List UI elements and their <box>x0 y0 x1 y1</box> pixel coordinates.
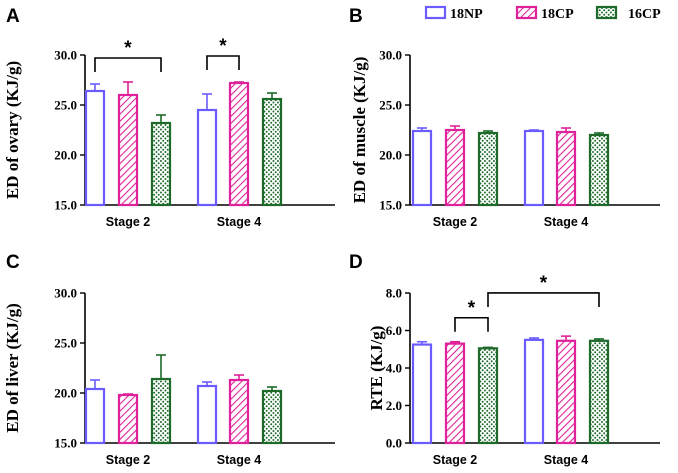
significance-star: * <box>124 38 132 59</box>
significance-bracket <box>206 55 240 70</box>
chart-panel-a: A ED of ovary (KJ/g) 15.0 20.0 25.0 30.0 Stage… <box>3 6 335 229</box>
y-tick-label: 25.0 <box>54 336 77 351</box>
y-tick-label: 20.0 <box>54 386 77 401</box>
significance-star: * <box>219 36 227 57</box>
bar-18NP-stage-4 <box>196 384 218 445</box>
y-axis-title: RTE (KJ/g) <box>367 326 386 411</box>
bar-18CP-stage-2 <box>444 342 466 445</box>
y-tick-label: 20.0 <box>379 148 402 163</box>
legend-item-18CP: 18CP <box>515 5 574 22</box>
panel-letter: D <box>349 252 363 273</box>
significance-bracket <box>454 316 489 332</box>
y-tick-label: 20.0 <box>54 148 77 163</box>
y-tick-label: 8.0 <box>386 286 402 301</box>
legend-swatch-16CP <box>595 5 618 20</box>
chart-panel-b: B ED of muscle (KJ/g) 15.0 20.0 25.0 30.0 Stag… <box>349 6 660 229</box>
x-category-label: Stage 2 <box>106 453 151 467</box>
x-category-label: Stage 4 <box>544 215 589 229</box>
bar-18CP-stage-4 <box>555 130 577 207</box>
legend-swatch-18CP <box>515 5 538 20</box>
legend-label-18NP: 18NP <box>450 7 483 22</box>
bar-18CP-stage-2 <box>444 128 466 207</box>
panel-letter: B <box>349 6 363 27</box>
legend-label-18CP: 18CP <box>541 7 574 22</box>
y-tick-label: 30.0 <box>54 286 77 301</box>
bar-18CP-stage-4 <box>555 339 577 445</box>
y-tick-label: 25.0 <box>379 98 402 113</box>
y-tick-label: 6.0 <box>386 323 402 338</box>
y-tick-label: 25.0 <box>54 98 77 113</box>
y-tick-label: 4.0 <box>386 361 402 376</box>
y-tick-label: 2.0 <box>386 398 402 413</box>
bar-16CP-stage-4 <box>588 339 610 445</box>
chart-panel-c: C ED of liver (KJ/g) 15.0 20.0 25.0 30.0 Stage… <box>3 252 335 467</box>
significance-bracket <box>487 292 600 307</box>
panel-letter: C <box>6 252 20 273</box>
legend-item-18NP: 18NP <box>424 5 483 22</box>
bar-16CP-stage-2 <box>150 121 172 207</box>
bar-18NP-stage-2 <box>84 89 106 207</box>
bar-18CP-stage-2 <box>117 393 139 445</box>
y-tick-label: 15.0 <box>54 436 77 451</box>
bar-18CP-stage-4 <box>228 81 250 207</box>
y-axis-title: ED of ovary (KJ/g) <box>3 61 22 199</box>
legend-label-16CP: 16CP <box>628 7 661 22</box>
x-category-label: Stage 2 <box>433 215 478 229</box>
bar-16CP-stage-2 <box>150 377 172 445</box>
chart-panel-d: D RTE (KJ/g) 0.0 2.0 4.0 6.0 8.0 Stage 2 Stage 4… <box>349 252 660 467</box>
bar-16CP-stage-4 <box>261 97 283 207</box>
x-category-label: Stage 2 <box>433 453 478 467</box>
y-axis-title: ED of liver (KJ/g) <box>3 303 22 433</box>
x-category-label: Stage 2 <box>106 215 151 229</box>
bar-18NP-stage-2 <box>84 387 106 445</box>
bar-16CP-stage-4 <box>588 133 610 207</box>
bar-18CP-stage-2 <box>117 93 139 207</box>
bar-18NP-stage-4 <box>523 129 545 207</box>
bar-18NP-stage-2 <box>411 343 433 445</box>
bar-16CP-stage-2 <box>477 131 499 207</box>
significance-star: * <box>468 298 476 319</box>
y-tick-label: 30.0 <box>54 48 77 63</box>
y-tick-label: 30.0 <box>379 48 402 63</box>
x-category-label: Stage 4 <box>217 215 262 229</box>
bar-18CP-stage-4 <box>228 378 250 445</box>
y-tick-label: 15.0 <box>379 198 402 213</box>
bar-16CP-stage-2 <box>477 347 499 445</box>
y-tick-label: 15.0 <box>54 198 77 213</box>
legend: 18NP 18CP 16CP <box>424 5 661 22</box>
y-tick-label: 0.0 <box>386 436 402 451</box>
significance-bracket <box>94 57 162 72</box>
bar-18NP-stage-4 <box>523 338 545 445</box>
legend-item-16CP: 16CP <box>595 5 661 22</box>
panel-letter: A <box>6 6 20 27</box>
x-category-label: Stage 4 <box>544 453 589 467</box>
significance-star: * <box>540 273 548 294</box>
legend-swatch-18NP <box>424 5 447 20</box>
y-axis-title: ED of muscle (KJ/g) <box>350 57 369 204</box>
bar-18NP-stage-4 <box>196 108 218 207</box>
bar-18NP-stage-2 <box>411 129 433 207</box>
x-category-label: Stage 4 <box>217 453 262 467</box>
bar-16CP-stage-4 <box>261 389 283 445</box>
